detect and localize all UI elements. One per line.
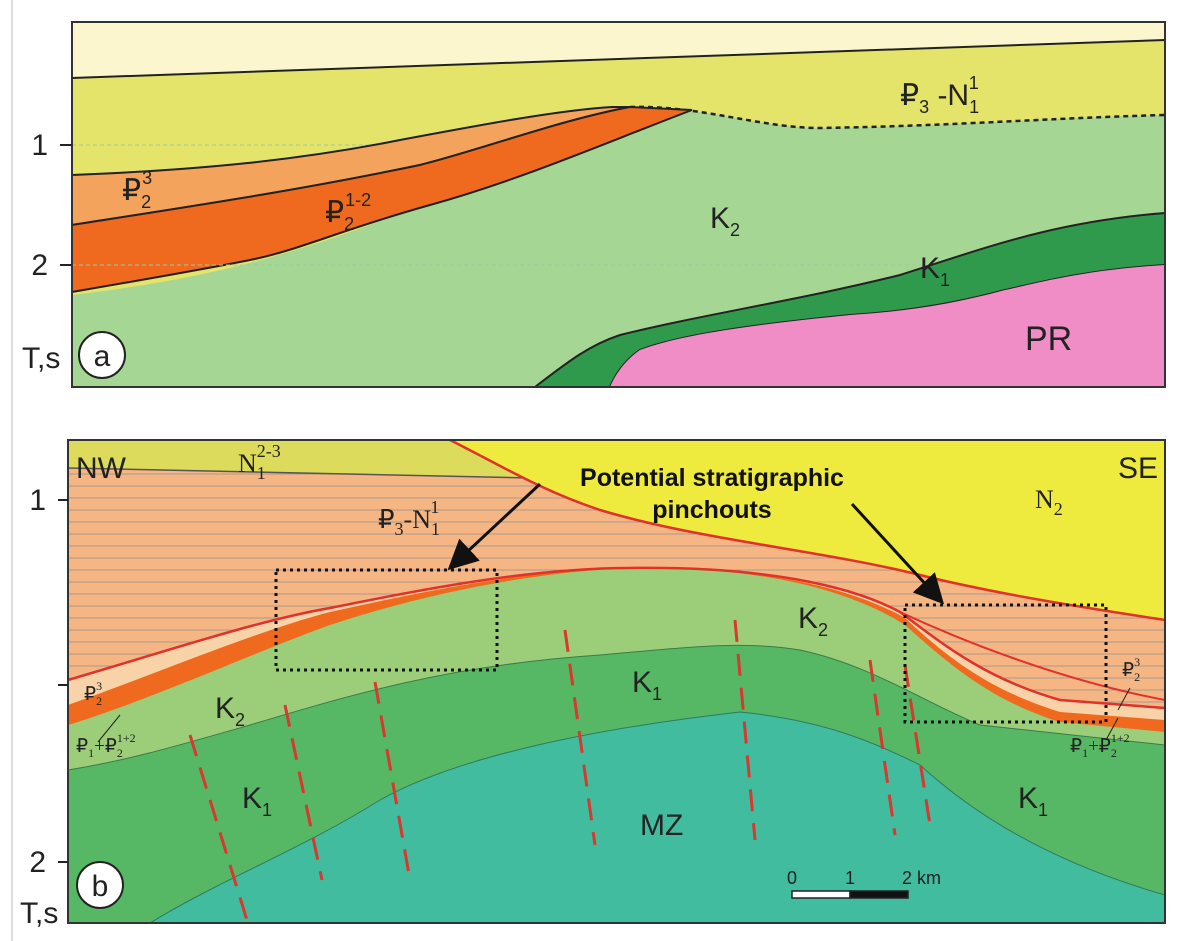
time-tick: 2 — [29, 846, 46, 879]
label-part: 2 — [344, 214, 354, 234]
time-unit: T,s — [22, 342, 60, 375]
label-part: Potential stratigraphic — [580, 464, 844, 492]
label-part: 1 — [652, 684, 662, 704]
label-part: 2 — [1054, 499, 1063, 519]
unit-label: PR — [1025, 320, 1072, 358]
label-part: K — [215, 692, 235, 725]
label-part: 1 — [969, 73, 979, 93]
label-part: 2 — [141, 192, 151, 212]
label-part: 1-2 — [345, 190, 371, 210]
label-part: 3 — [395, 519, 404, 539]
label-part: 1 — [940, 270, 950, 290]
label-part: 2 — [1134, 670, 1140, 684]
label-part: ₽ — [76, 736, 88, 757]
label-part: 2 — [730, 220, 740, 240]
label-part: ₽ — [1070, 736, 1082, 757]
panel-b-section — [68, 440, 1165, 930]
label-part: 3 — [919, 97, 929, 117]
scale-bar-segment — [850, 891, 908, 898]
direction: NW — [76, 452, 127, 485]
label-part: K — [710, 202, 730, 235]
scale-bar-segment — [792, 891, 850, 898]
unit-label: ₽3 -N1 1 — [900, 73, 979, 117]
label-part: 1+2 — [117, 731, 136, 745]
unit-label: ₽23 — [84, 679, 102, 708]
label-part: ₽ — [900, 79, 919, 112]
label-part: ₽ — [325, 196, 344, 229]
figure: 1 2 T,s a ₽3 -N11 ₽23 ₽21-2 K2 K1 PR — [0, 0, 1177, 941]
label-part: K — [1018, 782, 1038, 815]
label-part: 3 — [96, 679, 102, 693]
time-tick: 1 — [31, 129, 48, 162]
label-part: ₽ — [1122, 660, 1134, 681]
label-part: ₽ — [122, 174, 141, 207]
time-tick: 1 — [29, 484, 46, 517]
label-part: 2 — [1111, 746, 1117, 760]
label-part: +₽ — [1088, 736, 1111, 757]
label-part: -N — [404, 505, 432, 534]
panel-tag: b — [92, 870, 109, 903]
label-part: PR — [1025, 320, 1072, 358]
label-part: +₽ — [94, 736, 117, 757]
panel-a-section — [72, 22, 1165, 387]
time-unit: T,s — [20, 897, 58, 930]
label-part: 1 — [430, 497, 439, 517]
label-part: 1 — [969, 97, 979, 117]
label-part: 1+2 — [1111, 731, 1130, 745]
panel-tag: a — [94, 340, 111, 373]
label-part: 2 — [818, 620, 828, 640]
scale-label: 1 — [845, 868, 855, 888]
label-part: 1 — [257, 463, 266, 483]
label-part: -N — [929, 79, 969, 112]
label-part: K — [798, 602, 818, 635]
unit-label: MZ — [640, 809, 683, 842]
label-part: K — [632, 666, 652, 699]
label-part: 1 — [262, 800, 272, 820]
label-part: 3 — [142, 168, 152, 188]
label-part: N — [238, 449, 257, 478]
time-tick: 2 — [31, 249, 48, 282]
label-part: 2-3 — [257, 441, 281, 461]
label-part: MZ — [640, 809, 683, 842]
label-part: 2 — [117, 746, 123, 760]
label-part: ₽ — [378, 505, 395, 534]
direction: SE — [1118, 452, 1158, 485]
label-part: 2 — [96, 694, 102, 708]
label-part: N — [1035, 485, 1054, 514]
label-part: 1 — [1038, 800, 1048, 820]
label-part: ₽ — [84, 684, 96, 705]
label-part: pinchouts — [652, 496, 771, 524]
label-part: 2 — [235, 710, 245, 730]
unit-label: ₽23 — [1122, 655, 1140, 684]
scale-label: 2 km — [902, 868, 941, 888]
label-part: 1 — [431, 519, 439, 539]
scale-label: 0 — [787, 868, 797, 888]
label-part: K — [242, 782, 262, 815]
label-part: 3 — [1134, 655, 1140, 669]
label-part: K — [920, 252, 940, 285]
